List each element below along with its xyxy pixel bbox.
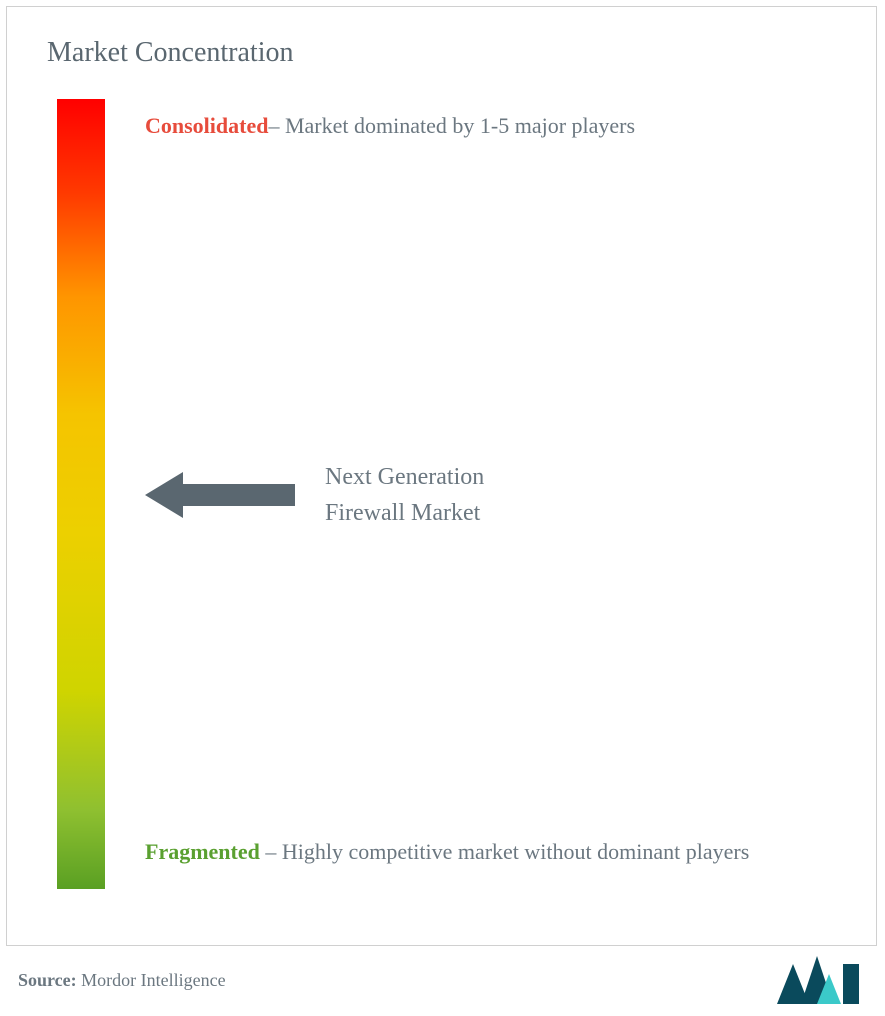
consolidated-label: Consolidated– Market dominated by 1-5 ma…: [145, 104, 816, 148]
chart-title: Market Concentration: [47, 37, 836, 69]
footer: Source: Mordor Intelligence: [18, 956, 867, 1004]
consolidated-text: – Market dominated by 1-5 major players: [268, 113, 635, 138]
concentration-gradient-bar: [57, 99, 105, 889]
chart-container: Market Concentration Consolidated– Marke…: [6, 6, 877, 946]
fragmented-text: – Highly competitive market without domi…: [260, 839, 749, 864]
mi-logo-icon: [777, 956, 867, 1004]
source-value: Mordor Intelligence: [77, 970, 226, 990]
market-name-label: Next GenerationFirewall Market: [325, 459, 484, 531]
labels-area: Consolidated– Market dominated by 1-5 ma…: [145, 99, 836, 889]
fragmented-key: Fragmented: [145, 839, 260, 864]
chart-content: Consolidated– Market dominated by 1-5 ma…: [47, 99, 836, 909]
fragmented-label: Fragmented – Highly competitive market w…: [145, 830, 816, 874]
source-attribution: Source: Mordor Intelligence: [18, 970, 226, 991]
market-pointer: Next GenerationFirewall Market: [145, 459, 484, 531]
arrow-left-icon: [145, 472, 295, 518]
consolidated-key: Consolidated: [145, 113, 268, 138]
source-label: Source:: [18, 970, 77, 990]
